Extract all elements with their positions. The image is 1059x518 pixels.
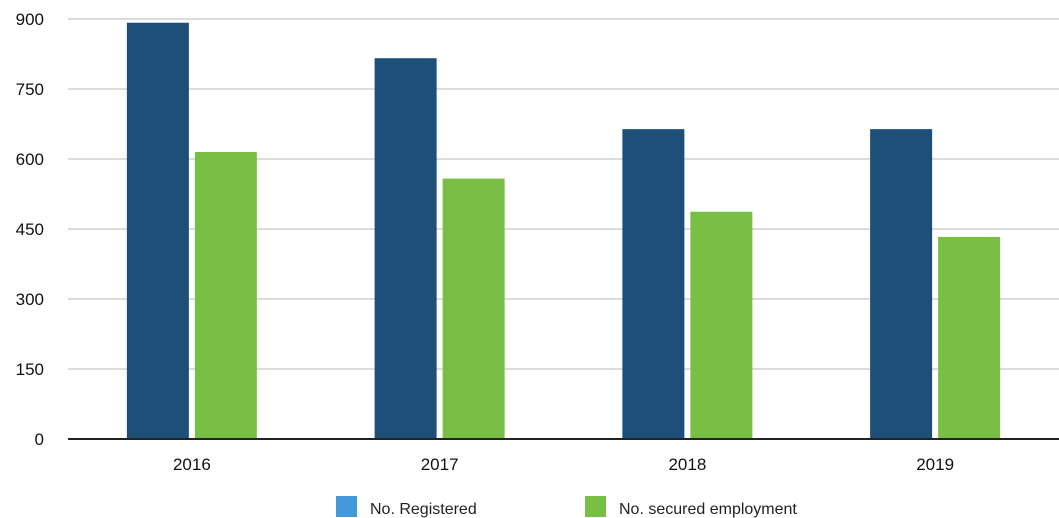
- legend-swatch: [336, 496, 357, 517]
- x-tick-label: 2016: [173, 455, 211, 474]
- y-axis-ticks: 0 150 300 450 600 750 900: [16, 10, 44, 449]
- bar-registered-2016: [126, 22, 189, 439]
- x-axis-categories: 2016 2017 2018 2019: [173, 455, 954, 474]
- bar-registered-2017: [374, 58, 437, 439]
- y-tick-label: 600: [16, 150, 44, 169]
- y-tick-label: 300: [16, 290, 44, 309]
- bar-registered-2018: [622, 129, 685, 439]
- bar-secured-employment-2016: [194, 152, 257, 439]
- bar-secured-employment-2017: [442, 178, 505, 439]
- y-tick-label: 750: [16, 80, 44, 99]
- x-tick-label: 2017: [421, 455, 459, 474]
- legend-swatch: [585, 496, 606, 517]
- legend-label: No. secured employment: [619, 501, 797, 518]
- bar-secured-employment-2019: [938, 236, 1001, 439]
- bar-registered-2019: [870, 129, 933, 439]
- bars: [126, 22, 1001, 439]
- legend-label: No. Registered: [370, 501, 477, 518]
- y-tick-label: 900: [16, 10, 44, 29]
- bar-secured-employment-2018: [690, 211, 753, 439]
- y-tick-label: 150: [16, 360, 44, 379]
- x-tick-label: 2019: [916, 455, 954, 474]
- y-tick-label: 0: [35, 430, 44, 449]
- y-tick-label: 450: [16, 220, 44, 239]
- legend: No. Registered No. secured employment: [336, 496, 797, 518]
- x-tick-label: 2018: [668, 455, 706, 474]
